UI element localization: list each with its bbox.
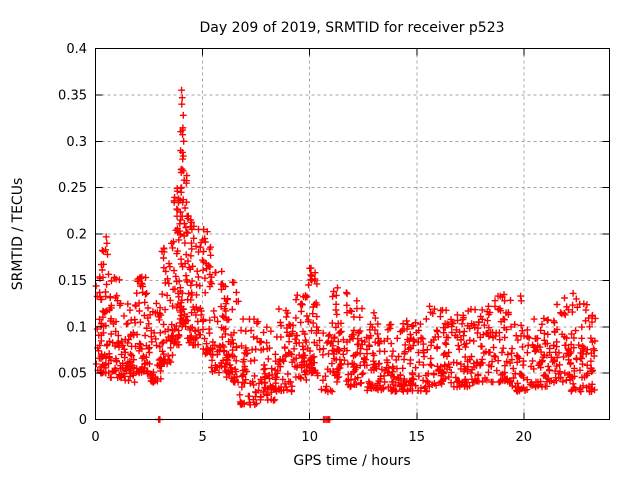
y-tick-label: 0 — [79, 413, 87, 428]
y-tick-label: 0.05 — [58, 367, 87, 382]
x-tick-label: 15 — [409, 430, 426, 445]
x-axis-title: GPS time / hours — [293, 453, 411, 469]
y-tick-label: 0.25 — [58, 181, 87, 196]
x-tick-label: 0 — [91, 430, 99, 445]
x-tick-label: 5 — [198, 430, 206, 445]
x-tick-label: 20 — [516, 430, 533, 445]
y-tick-label: 0.1 — [66, 320, 87, 335]
x-tick-label: 10 — [301, 430, 318, 445]
y-tick-label: 0.2 — [66, 228, 87, 243]
y-tick-label: 0.35 — [58, 88, 87, 103]
y-tick-label: 0.3 — [66, 135, 87, 150]
chart-title: Day 209 of 2019, SRMTID for receiver p52… — [199, 20, 505, 36]
y-tick-label: 0.4 — [66, 42, 87, 57]
y-tick-label: 0.15 — [58, 274, 87, 289]
data-points — [92, 86, 599, 423]
